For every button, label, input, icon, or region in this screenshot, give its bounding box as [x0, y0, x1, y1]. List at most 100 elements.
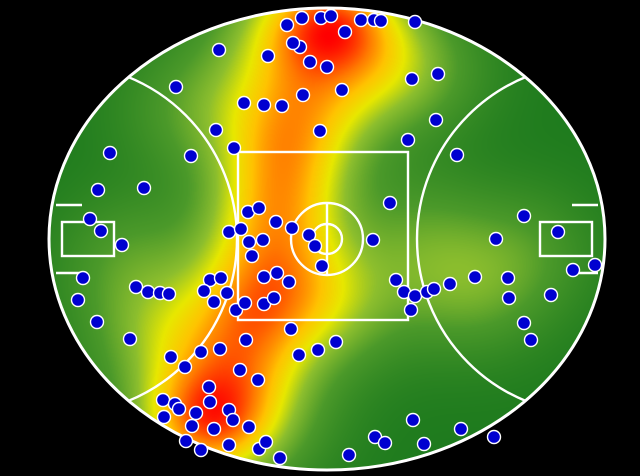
event-point[interactable] — [226, 140, 242, 156]
event-point[interactable] — [256, 97, 272, 113]
event-point[interactable] — [407, 288, 423, 304]
event-point[interactable] — [426, 281, 442, 297]
event-point[interactable] — [171, 401, 187, 417]
event-point[interactable] — [114, 237, 130, 253]
event-point[interactable] — [89, 314, 105, 330]
event-point[interactable] — [428, 112, 444, 128]
event-point[interactable] — [523, 332, 539, 348]
event-point[interactable] — [266, 290, 282, 306]
event-point[interactable] — [168, 79, 184, 95]
event-point[interactable] — [294, 10, 310, 26]
event-point[interactable] — [178, 433, 194, 449]
event-point[interactable] — [208, 122, 224, 138]
event-point[interactable] — [255, 232, 271, 248]
event-point[interactable] — [250, 372, 266, 388]
event-point[interactable] — [486, 429, 502, 445]
event-point[interactable] — [196, 283, 212, 299]
event-point[interactable] — [550, 224, 566, 240]
event-point[interactable] — [184, 418, 200, 434]
event-point[interactable] — [251, 200, 267, 216]
event-point[interactable] — [373, 13, 389, 29]
event-point[interactable] — [269, 265, 285, 281]
event-point[interactable] — [211, 42, 227, 58]
event-point[interactable] — [403, 302, 419, 318]
event-point[interactable] — [323, 8, 339, 24]
event-point[interactable] — [193, 344, 209, 360]
event-point[interactable] — [256, 269, 272, 285]
event-point[interactable] — [237, 295, 253, 311]
event-point[interactable] — [241, 419, 257, 435]
event-point[interactable] — [500, 270, 516, 286]
event-point[interactable] — [312, 123, 328, 139]
event-point[interactable] — [213, 270, 229, 286]
event-point[interactable] — [236, 95, 252, 111]
event-point[interactable] — [90, 182, 106, 198]
event-point[interactable] — [82, 211, 98, 227]
event-point[interactable] — [377, 435, 393, 451]
event-point[interactable] — [260, 48, 276, 64]
event-point[interactable] — [212, 341, 228, 357]
event-point[interactable] — [353, 12, 369, 28]
event-point[interactable] — [328, 334, 344, 350]
event-point[interactable] — [155, 392, 171, 408]
event-point[interactable] — [341, 447, 357, 463]
event-point[interactable] — [156, 409, 172, 425]
event-point[interactable] — [225, 412, 241, 428]
event-point[interactable] — [268, 214, 284, 230]
event-point[interactable] — [516, 208, 532, 224]
event-point[interactable] — [516, 315, 532, 331]
event-point[interactable] — [93, 223, 109, 239]
event-point[interactable] — [244, 248, 260, 264]
event-point[interactable] — [221, 437, 237, 453]
event-point[interactable] — [302, 54, 318, 70]
event-point[interactable] — [258, 434, 274, 450]
event-point[interactable] — [183, 148, 199, 164]
event-point[interactable] — [161, 286, 177, 302]
event-point[interactable] — [283, 321, 299, 337]
event-point[interactable] — [453, 421, 469, 437]
event-point[interactable] — [416, 436, 432, 452]
event-point[interactable] — [140, 284, 156, 300]
event-point[interactable] — [206, 294, 222, 310]
event-point[interactable] — [122, 331, 138, 347]
event-point[interactable] — [136, 180, 152, 196]
event-point[interactable] — [102, 145, 118, 161]
event-point[interactable] — [587, 257, 603, 273]
event-point[interactable] — [291, 347, 307, 363]
event-point[interactable] — [219, 285, 235, 301]
event-point[interactable] — [177, 359, 193, 375]
event-point[interactable] — [430, 66, 446, 82]
event-point[interactable] — [565, 262, 581, 278]
event-point[interactable] — [193, 442, 209, 458]
event-point[interactable] — [274, 98, 290, 114]
event-point[interactable] — [501, 290, 517, 306]
event-point[interactable] — [163, 349, 179, 365]
event-point[interactable] — [543, 287, 559, 303]
event-point[interactable] — [449, 147, 465, 163]
event-point[interactable] — [337, 24, 353, 40]
event-point[interactable] — [272, 450, 288, 466]
event-point[interactable] — [70, 292, 86, 308]
event-point[interactable] — [307, 238, 323, 254]
event-point[interactable] — [202, 394, 218, 410]
event-point[interactable] — [442, 276, 458, 292]
event-point[interactable] — [279, 17, 295, 33]
event-point[interactable] — [365, 232, 381, 248]
event-point[interactable] — [382, 195, 398, 211]
event-point[interactable] — [221, 224, 237, 240]
event-point[interactable] — [285, 35, 301, 51]
event-point[interactable] — [488, 231, 504, 247]
event-point[interactable] — [334, 82, 350, 98]
event-point[interactable] — [314, 258, 330, 274]
event-point[interactable] — [233, 221, 249, 237]
event-point[interactable] — [284, 220, 300, 236]
event-point[interactable] — [241, 234, 257, 250]
event-point[interactable] — [188, 405, 204, 421]
event-point[interactable] — [319, 59, 335, 75]
event-point[interactable] — [281, 274, 297, 290]
event-point[interactable] — [405, 412, 421, 428]
event-point[interactable] — [301, 227, 317, 243]
event-point[interactable] — [388, 272, 404, 288]
event-point[interactable] — [310, 342, 326, 358]
event-point[interactable] — [75, 270, 91, 286]
